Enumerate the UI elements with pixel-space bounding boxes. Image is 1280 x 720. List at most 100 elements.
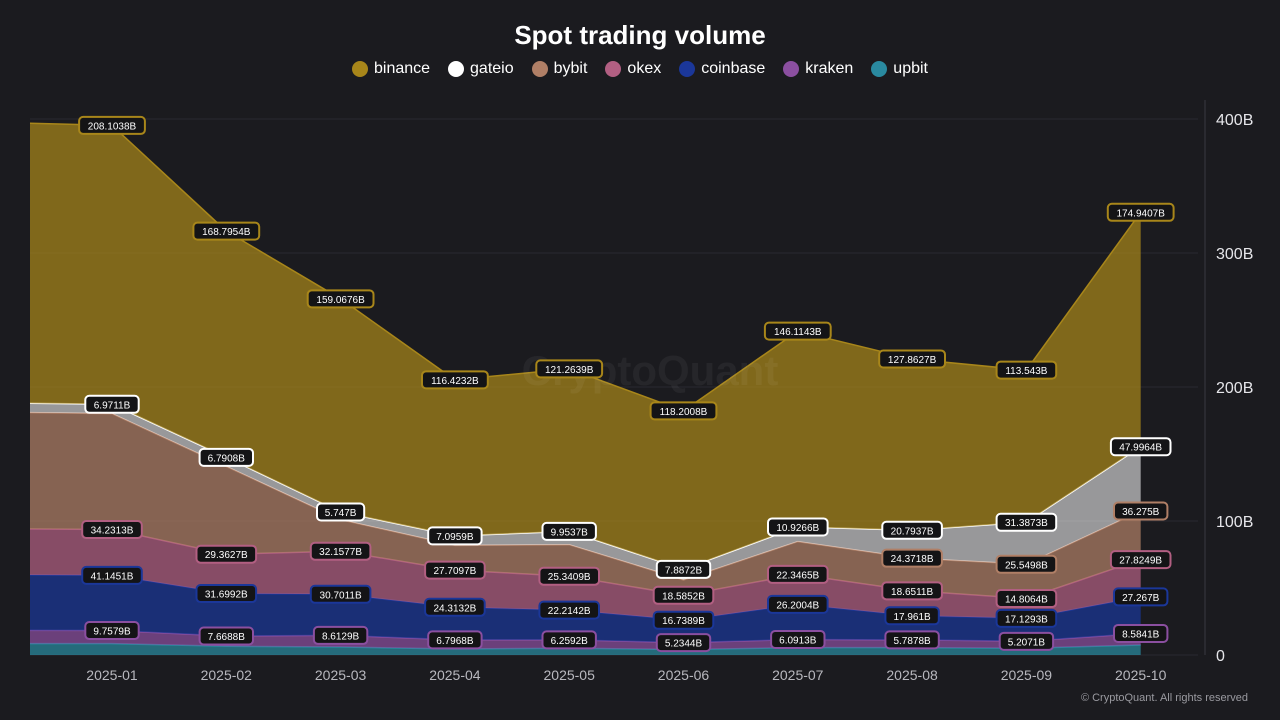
data-label-box: [655, 633, 712, 653]
area-gateio: [30, 403, 1141, 580]
legend-item-kraken[interactable]: kraken: [783, 60, 853, 78]
data-label-box: [427, 630, 483, 650]
data-label-kraken: 8.5841B: [1113, 623, 1169, 643]
data-label-coinbase: 24.3132B: [424, 597, 486, 617]
data-label-okex: 18.5852B: [652, 585, 715, 605]
legend-item-okex[interactable]: okex: [605, 60, 661, 78]
data-label-coinbase: 30.7011B: [309, 584, 372, 604]
data-label-box: [198, 626, 255, 646]
data-label-text: 5.7878B: [893, 636, 931, 647]
data-label-kraken: 5.2344B: [655, 633, 712, 653]
data-label-box: [427, 526, 483, 546]
data-label-box: [195, 544, 258, 564]
data-label-text: 17.1293B: [1005, 614, 1048, 625]
data-label-text: 6.0913B: [779, 635, 817, 646]
legend-item-bybit[interactable]: bybit: [531, 60, 587, 78]
data-label-text: 18.6511B: [891, 587, 933, 598]
x-tick-label: 2025-01: [86, 667, 138, 683]
data-label-text: 25.5498B: [1005, 560, 1048, 571]
data-labels: 9.7579B 7.6688B 8.6129B 6.7968B 6.2592B 5.234…: [78, 115, 1175, 653]
data-label-text: 8.5841B: [1122, 629, 1160, 640]
data-label-kraken: 6.7968B: [427, 630, 483, 650]
data-label-text: 8.6129B: [322, 631, 360, 642]
y-tick-label: 200B: [1216, 380, 1253, 397]
legend-swatch-upbit: [871, 61, 888, 77]
y-axis: 0 100B 200B 300B 400B: [1216, 112, 1253, 665]
data-label-box: [1113, 501, 1169, 521]
data-label-coinbase: 17.1293B: [995, 608, 1058, 628]
data-label-kraken: 9.7579B: [84, 621, 140, 641]
y-tick-label: 100B: [1216, 514, 1253, 531]
data-label-box: [652, 610, 715, 630]
data-label-box: [84, 394, 140, 414]
data-label-text: 159.0676B: [316, 295, 365, 306]
data-label-text: 6.2592B: [551, 636, 589, 647]
legend-item-coinbase[interactable]: coinbase: [679, 60, 765, 78]
legend-swatch-bybit: [531, 61, 548, 77]
data-label-box: [884, 606, 940, 626]
legend-label: binance: [373, 60, 431, 77]
copyright-footer: © CryptoQuant. All rights reserved: [1080, 692, 1248, 704]
data-label-box: [306, 289, 375, 309]
data-label-box: [421, 370, 489, 390]
y-tick-label: 400B: [1216, 112, 1253, 129]
data-label-coinbase: 16.7389B: [652, 610, 715, 630]
legend-item-binance[interactable]: binance: [351, 60, 431, 78]
legend-label: coinbase: [701, 60, 766, 77]
data-label-kraken: 5.7878B: [884, 630, 940, 650]
data-label-box: [995, 589, 1058, 609]
data-label-box: [1106, 202, 1175, 222]
data-label-text: 116.4232B: [431, 376, 479, 387]
legend-label: kraken: [805, 60, 854, 77]
data-label-kraken: 7.6688B: [198, 626, 255, 646]
data-label-box: [884, 630, 940, 650]
legend-item-gateio[interactable]: gateio: [448, 60, 514, 78]
legend-item-upbit[interactable]: upbit: [871, 60, 928, 78]
data-label-box: [763, 321, 832, 341]
data-label-box: [652, 585, 715, 605]
area-kraken: [30, 630, 1141, 650]
area-bybit: [30, 412, 1141, 599]
data-label-gateio: 7.8872B: [655, 559, 712, 579]
data-label-box: [424, 597, 486, 617]
data-label-okex: 29.3627B: [195, 544, 258, 564]
data-label-box: [78, 115, 146, 135]
data-label-okex: 27.7097B: [424, 560, 486, 580]
data-label-binance: 208.1038B: [78, 115, 146, 135]
data-label-box: [998, 631, 1055, 651]
data-label-text: 27.8249B: [1119, 556, 1162, 567]
data-label-text: 121.2639B: [545, 365, 594, 376]
data-label-coinbase: 31.6992B: [195, 584, 258, 604]
data-label-gateio: 5.747B: [316, 502, 366, 522]
data-label-box: [767, 564, 829, 584]
data-label-okex: 25.3409B: [538, 566, 601, 586]
data-label-text: 174.9407B: [1117, 208, 1166, 219]
data-label-gateio: 47.9964B: [1109, 437, 1172, 457]
data-label-okex: 32.1577B: [309, 541, 372, 561]
data-label-text: 18.5852B: [662, 591, 705, 602]
data-label-text: 5.2344B: [665, 639, 703, 650]
data-label-text: 127.8627B: [888, 355, 937, 366]
data-label-text: 14.8064B: [1005, 595, 1048, 606]
data-label-text: 36.275B: [1122, 507, 1160, 518]
data-label-box: [535, 359, 604, 379]
data-label-box: [1109, 437, 1172, 457]
data-label-text: 29.3627B: [205, 550, 248, 561]
data-label-text: 25.3409B: [548, 572, 591, 583]
x-tick-label: 2025-04: [429, 667, 481, 683]
data-label-text: 9.7579B: [93, 627, 131, 638]
area-okex: [30, 529, 1141, 621]
x-tick-label: 2025-10: [1115, 667, 1167, 683]
data-label-box: [995, 554, 1058, 574]
data-label-box: [995, 360, 1058, 380]
area-binance: [30, 123, 1141, 570]
data-label-kraken: 6.0913B: [770, 629, 826, 649]
data-label-box: [541, 521, 597, 541]
data-label-binance: 168.7954B: [192, 221, 261, 241]
data-label-box: [424, 560, 486, 580]
data-label-gateio: 10.9266B: [767, 517, 829, 537]
data-label-text: 6.9711B: [94, 400, 131, 411]
data-label-box: [770, 629, 826, 649]
data-label-gateio: 20.7937B: [881, 520, 943, 540]
data-label-box: [195, 584, 258, 604]
